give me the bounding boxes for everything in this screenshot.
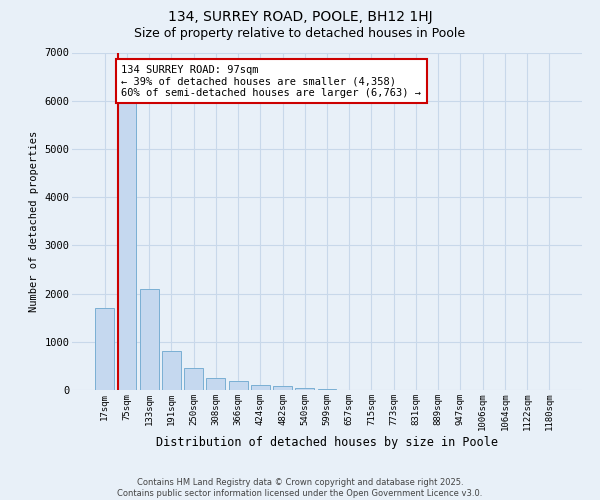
Bar (206, 378, 225, 390)
X-axis label: Distribution of detached houses by size in Poole: Distribution of detached houses by size … (156, 436, 498, 449)
Text: Contains HM Land Registry data © Crown copyright and database right 2025.
Contai: Contains HM Land Registry data © Crown c… (118, 478, 482, 498)
Bar (251, 385, 270, 390)
Text: 134 SURREY ROAD: 97sqm
← 39% of detached houses are smaller (4,358)
60% of semi-: 134 SURREY ROAD: 97sqm ← 39% of detached… (121, 64, 421, 98)
Bar (162, 352, 181, 390)
Bar (229, 381, 248, 390)
Text: Size of property relative to detached houses in Poole: Size of property relative to detached ho… (134, 28, 466, 40)
Text: 134, SURREY ROAD, POOLE, BH12 1HJ: 134, SURREY ROAD, POOLE, BH12 1HJ (167, 10, 433, 24)
Bar (184, 368, 203, 390)
Y-axis label: Number of detached properties: Number of detached properties (29, 130, 38, 312)
Bar (273, 386, 292, 390)
Bar (95, 308, 114, 390)
Bar (295, 388, 314, 390)
Bar (118, 100, 136, 390)
Bar (140, 289, 158, 390)
Bar (317, 389, 337, 390)
